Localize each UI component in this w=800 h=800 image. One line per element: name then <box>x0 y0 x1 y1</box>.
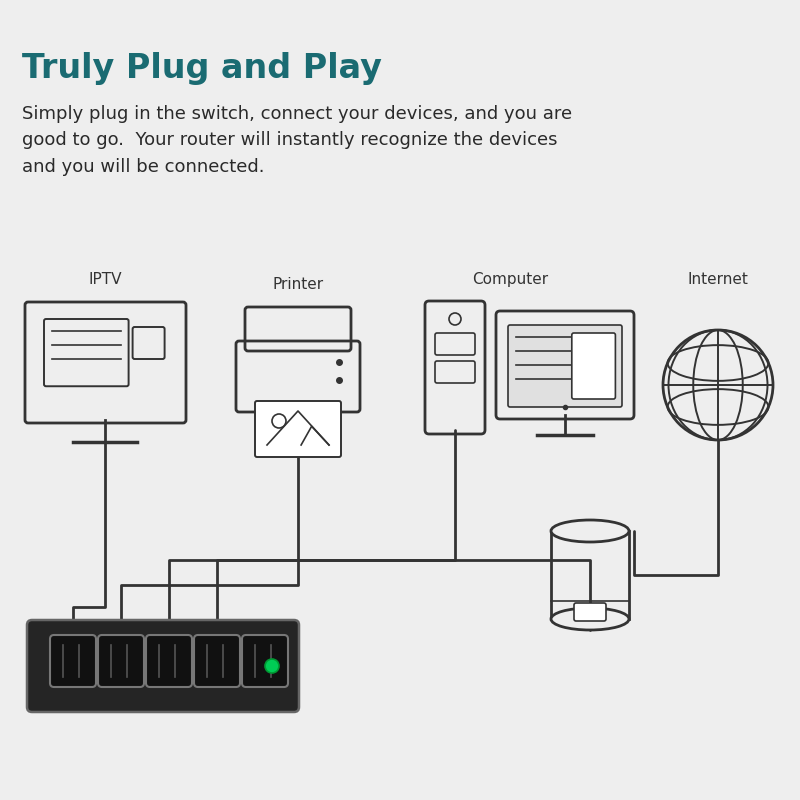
FancyBboxPatch shape <box>508 325 622 407</box>
Circle shape <box>265 659 279 673</box>
Text: Computer: Computer <box>472 272 548 287</box>
Text: IPTV: IPTV <box>88 272 122 287</box>
FancyBboxPatch shape <box>50 635 96 687</box>
Text: Truly Plug and Play: Truly Plug and Play <box>22 52 382 85</box>
Text: Simply plug in the switch, connect your devices, and you are
good to go.  Your r: Simply plug in the switch, connect your … <box>22 105 572 176</box>
FancyBboxPatch shape <box>574 603 606 621</box>
FancyBboxPatch shape <box>98 635 144 687</box>
FancyBboxPatch shape <box>27 620 299 712</box>
FancyBboxPatch shape <box>242 635 288 687</box>
Ellipse shape <box>551 520 629 542</box>
Text: Printer: Printer <box>273 277 323 292</box>
FancyBboxPatch shape <box>255 401 341 457</box>
Text: Internet: Internet <box>687 272 749 287</box>
FancyBboxPatch shape <box>194 635 240 687</box>
Ellipse shape <box>551 608 629 630</box>
FancyBboxPatch shape <box>146 635 192 687</box>
FancyBboxPatch shape <box>572 333 615 399</box>
